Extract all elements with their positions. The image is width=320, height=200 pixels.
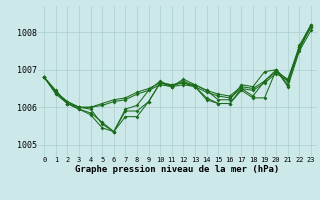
X-axis label: Graphe pression niveau de la mer (hPa): Graphe pression niveau de la mer (hPa) xyxy=(76,165,280,174)
